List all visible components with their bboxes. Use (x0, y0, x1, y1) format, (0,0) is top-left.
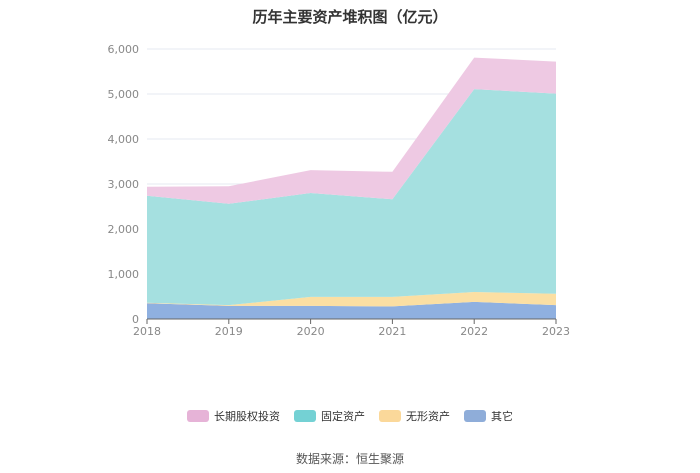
area-无形资产 (147, 292, 556, 307)
x-tick-label: 2020 (297, 325, 325, 338)
legend-label: 无形资产 (406, 410, 450, 423)
area-固定资产 (147, 89, 556, 306)
legend-swatch (464, 410, 486, 422)
y-tick-label: 6,000 (108, 43, 140, 56)
area-其它 (147, 301, 556, 319)
x-tick-label: 2021 (378, 325, 406, 338)
legend-swatch (379, 410, 401, 422)
y-tick-label: 0 (132, 313, 139, 326)
y-tick-label: 5,000 (108, 88, 140, 101)
x-tick-label: 2018 (133, 325, 161, 338)
area-长期股权投资 (147, 57, 556, 204)
legend-swatch (294, 410, 316, 422)
legend-label: 其它 (491, 410, 513, 423)
legend-item[interactable]: 无形资产 (379, 408, 450, 424)
legend-item[interactable]: 其它 (464, 408, 513, 424)
y-tick-label: 4,000 (108, 133, 140, 146)
legend-label: 长期股权投资 (214, 410, 280, 423)
chart-title: 历年主要资产堆积图（亿元） (252, 8, 448, 26)
x-tick-label: 2022 (460, 325, 488, 338)
axes: 0 1,000 2,000 3,000 4,000 5,000 6,000 2018 2019 2… (108, 43, 571, 338)
legend-swatch (187, 410, 209, 422)
x-tick-label: 2019 (215, 325, 243, 338)
legend-label: 固定资产 (321, 410, 365, 423)
stacked-area-chart: 0 1,000 2,000 3,000 4,000 5,000 6,000 2018 2019 2… (108, 43, 571, 338)
legend-item[interactable]: 固定资产 (294, 408, 365, 424)
x-tick-label: 2023 (542, 325, 570, 338)
area-series (147, 57, 556, 319)
y-tick-label: 1,000 (108, 268, 140, 281)
y-tick-label: 3,000 (108, 178, 140, 191)
legend: 长期股权投资 固定资产 无形资产 其它 (0, 408, 700, 424)
legend-item[interactable]: 长期股权投资 (187, 408, 280, 424)
data-source-note: 数据来源：恒生聚源 (295, 452, 404, 466)
y-tick-label: 2,000 (108, 223, 140, 236)
